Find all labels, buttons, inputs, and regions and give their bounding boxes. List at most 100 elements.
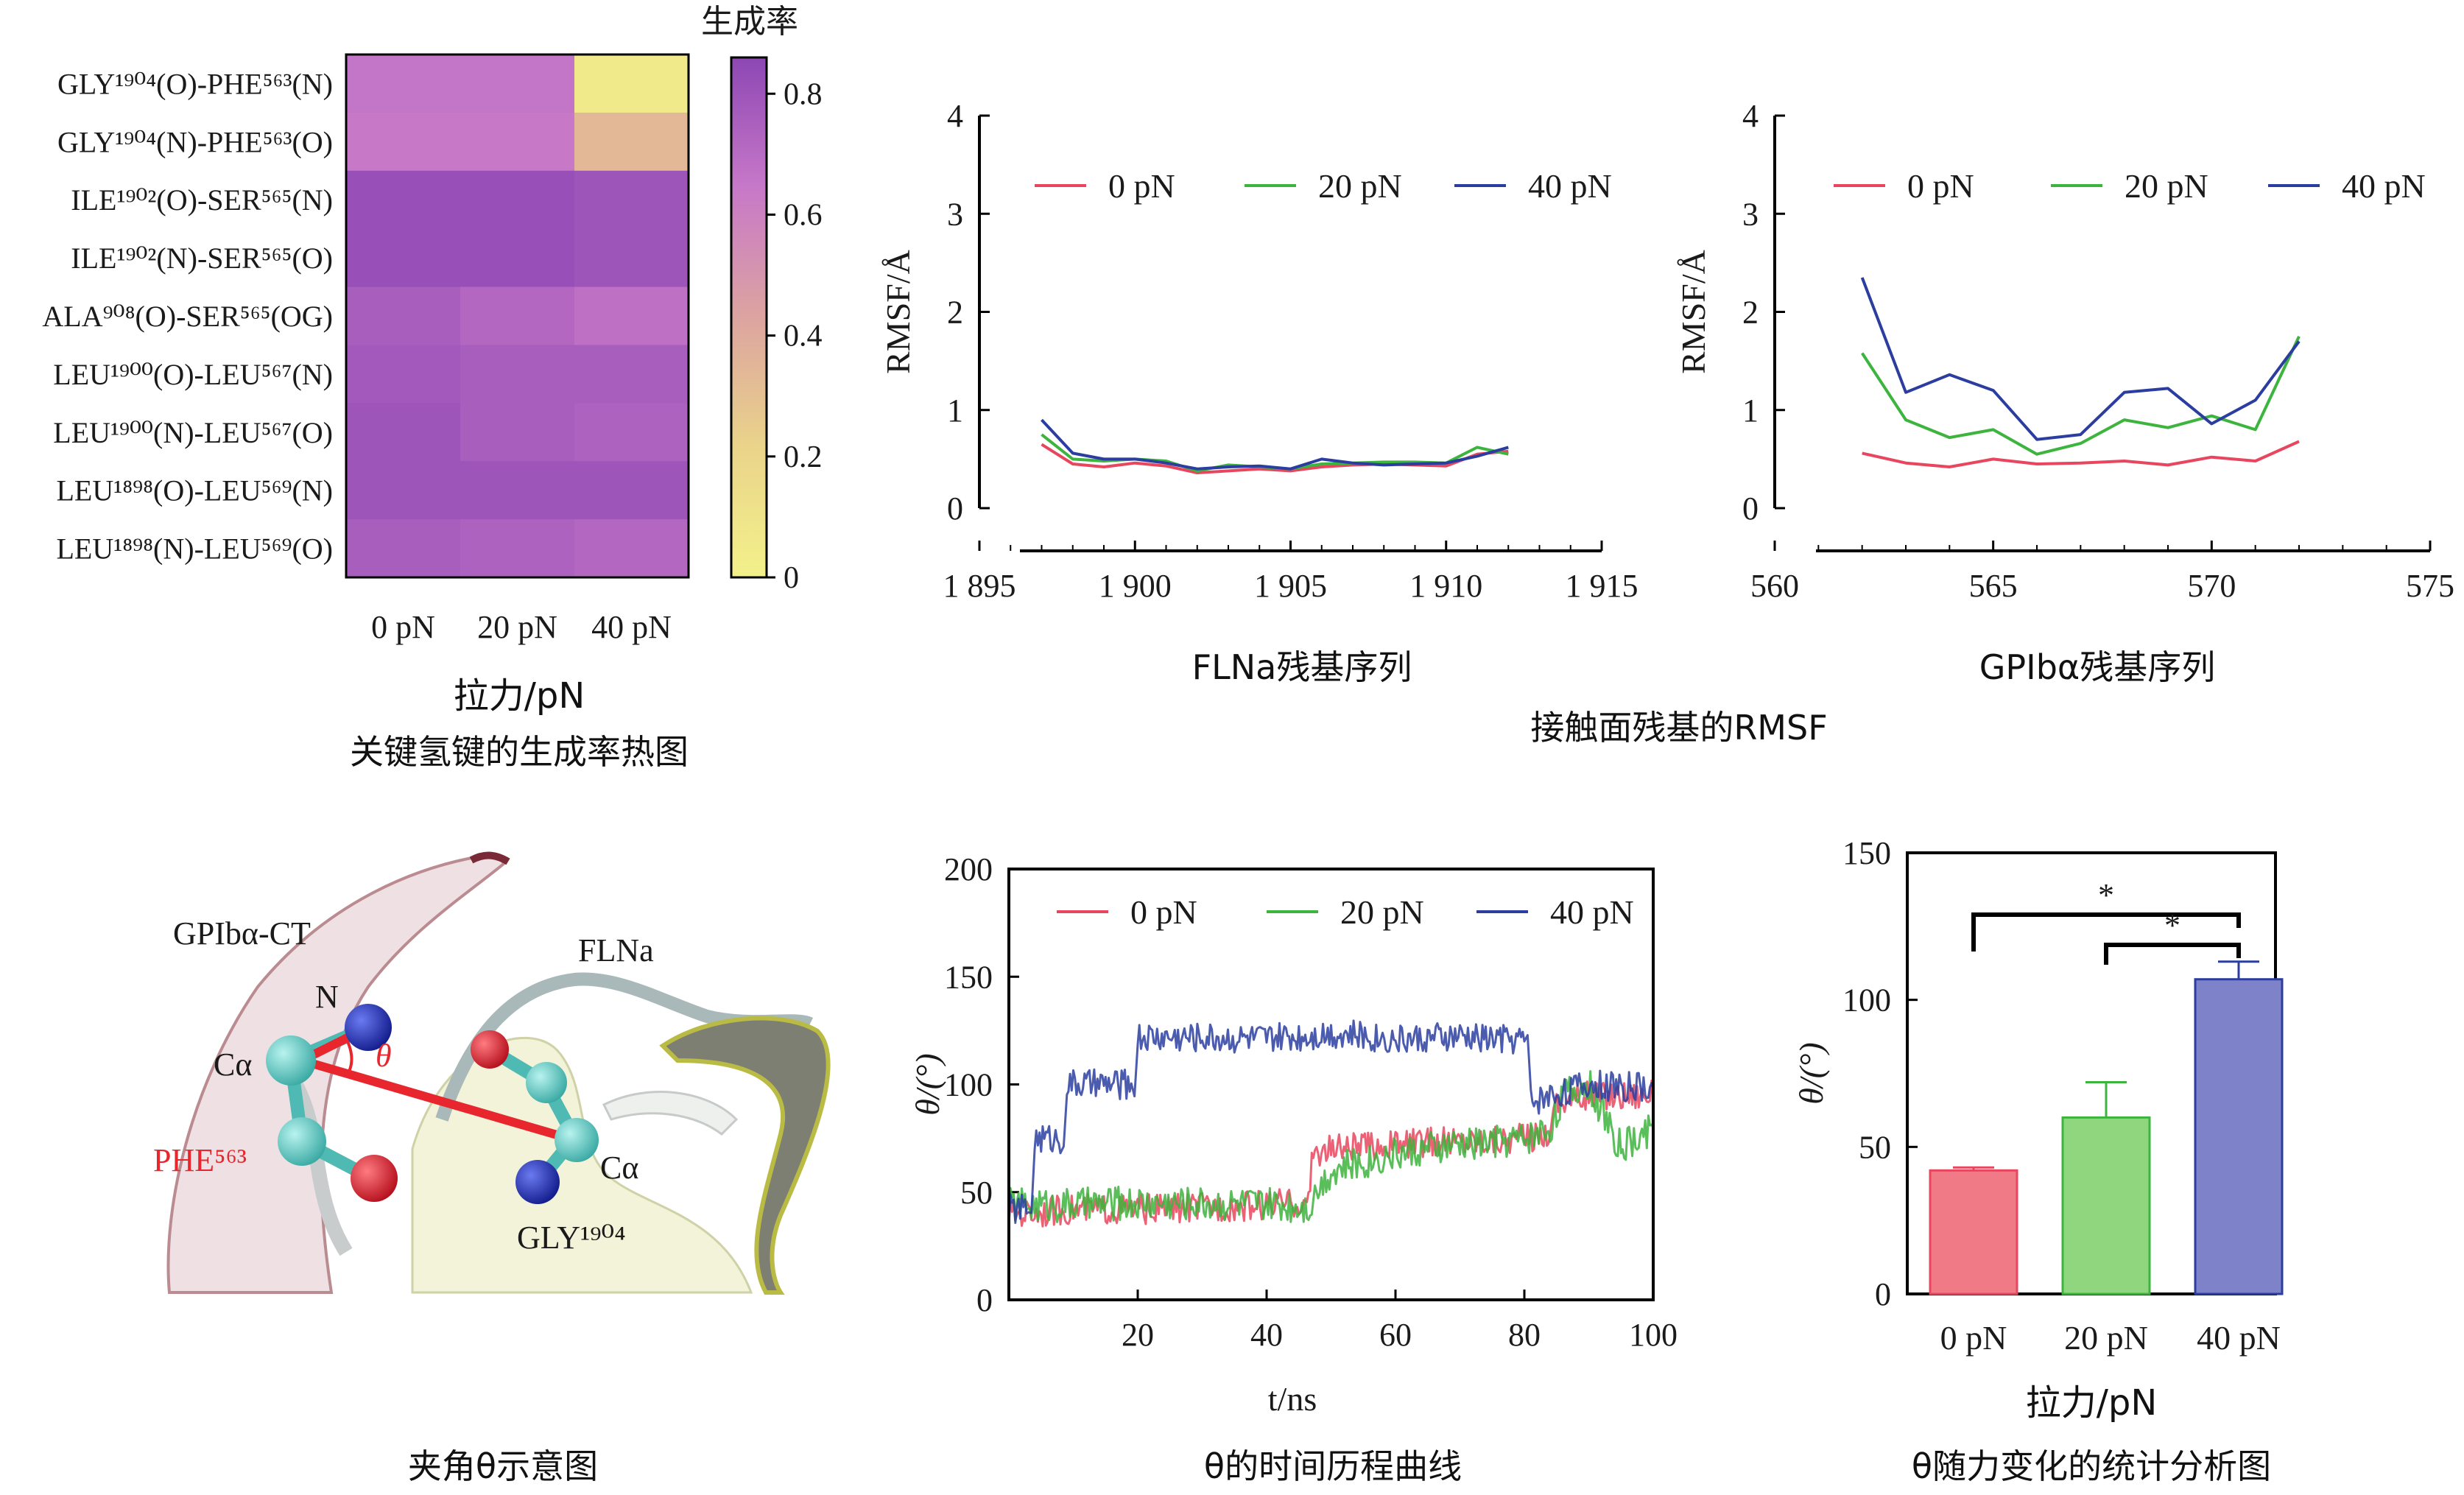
heatmap-cell	[574, 112, 689, 172]
legend-label: 0 pN	[1907, 167, 1974, 205]
heatmap-cell	[460, 286, 575, 345]
series-line	[1041, 443, 1509, 474]
rmsf-gpiba-chart: 0 1 2 3 4 RMSF/Å 560 565 570 575 0 pN 20 pN 40 pN	[1675, 98, 2454, 604]
y-tick-label: 0	[1875, 1276, 1891, 1312]
label-flna: FLNa	[578, 932, 654, 968]
heatmap-cell	[460, 112, 575, 172]
heatmap-row-label: ALA⁹⁰⁸(O)-SER⁵⁶⁵(OG)	[42, 300, 333, 333]
colorbar-tick-label: 0.2	[784, 440, 823, 474]
y-tick-label: 4	[947, 98, 963, 134]
theta-angle-diagram: GPIbα-CT FLNa N Cα θ PHE⁵⁶³ Cα GLY¹⁹⁰⁴	[153, 851, 831, 1295]
flna-ribbon-light	[602, 1091, 739, 1136]
heatmap-row-label: ILE¹⁹⁰²(N)-SER⁵⁶⁵(O)	[71, 242, 333, 275]
carbon-alpha-atom-left	[266, 1035, 316, 1086]
rmsf-group-caption: 接触面残基的RMSF	[1530, 708, 1828, 748]
label-gly: GLY¹⁹⁰⁴	[517, 1220, 626, 1256]
y-tick-label: 200	[944, 851, 993, 887]
theta-bar-chart: 0 50 100 150 θ/(°) 0 pN 20 pN 40 pN * *	[1792, 835, 2284, 1357]
legend-label: 20 pN	[1340, 893, 1424, 931]
heatmap-cell	[346, 519, 461, 578]
heatmap-cell	[574, 228, 689, 288]
series-line	[1860, 277, 2301, 441]
heatmap-cell	[460, 519, 575, 578]
y-tick-label: 1	[947, 393, 963, 429]
heatmap-caption: 关键氢键的生成率热图	[350, 732, 689, 772]
bar	[2194, 978, 2284, 1295]
x-axis-label: t/ns	[1268, 1380, 1317, 1418]
y-tick-label: 50	[960, 1175, 993, 1211]
y-tick-label: 2	[947, 295, 963, 331]
x-tick-label: 100	[1629, 1317, 1678, 1353]
heatmap-cell	[346, 345, 461, 404]
y-axis-label: θ/(°)	[1792, 1042, 1830, 1104]
colorbar-tick-label: 0.6	[784, 198, 823, 232]
legend-label: 20 pN	[1318, 167, 1402, 205]
backbone-tube	[288, 1079, 353, 1256]
x-tick-label: 40	[1250, 1317, 1283, 1353]
x-tick-label: 1 895	[943, 568, 1016, 604]
legend-label: 40 pN	[2342, 167, 2426, 205]
y-tick-label: 4	[1742, 98, 1759, 134]
heatmap-cell	[460, 170, 575, 230]
nitrogen-atom-right	[515, 1160, 560, 1204]
heatmap-cell	[574, 519, 689, 578]
x-tick-label: 80	[1508, 1317, 1541, 1353]
nitrogen-atom-left	[345, 1004, 392, 1051]
heatmap-row-label: LEU¹⁹⁰⁰(N)-LEU⁵⁶⁷(O)	[53, 416, 333, 449]
colorbar-tick-label: 0.8	[784, 77, 823, 111]
label-theta: θ	[376, 1038, 392, 1074]
heatmap-cell	[460, 54, 575, 113]
x-tick-label: 560	[1750, 568, 1799, 604]
hbond-heatmap: GLY¹⁹⁰⁴(O)-PHE⁵⁶³(N) GLY¹⁹⁰⁴(N)-PHE⁵⁶³(O)…	[42, 53, 690, 645]
x-tick-label: 0 pN	[1940, 1319, 2007, 1357]
heatmap-cell	[346, 170, 461, 230]
y-axis-label: RMSF/Å	[879, 250, 917, 374]
heatmap-cell	[574, 170, 689, 230]
heatmap-colorbar: 0 0.2 0.4 0.6 0.8	[730, 56, 823, 595]
x-tick-label: 1 910	[1409, 568, 1482, 604]
colorbar-tick-label: 0.4	[784, 320, 823, 353]
heatmap-col-label: 0 pN	[371, 609, 435, 645]
legend-label: 20 pN	[2125, 167, 2208, 205]
heatmap-cell	[346, 54, 461, 113]
y-tick-label: 150	[1842, 835, 1891, 871]
bar-caption: θ随力变化的统计分析图	[1911, 1446, 2272, 1486]
heatmap-row-label: LEU¹⁹⁰⁰(O)-LEU⁵⁶⁷(N)	[53, 358, 333, 391]
rmsf-gpiba-xlabel: GPIbα残基序列	[1979, 647, 2216, 687]
y-tick-label: 0	[976, 1282, 993, 1318]
series-line	[1862, 440, 2300, 468]
carbon-atom-left	[278, 1117, 326, 1166]
heatmap-cell	[460, 228, 575, 288]
colorbar-gradient	[730, 56, 768, 579]
diagram-caption: 夹角θ示意图	[407, 1446, 599, 1486]
heatmap-row-label: LEU¹⁸⁹⁸(O)-LEU⁵⁶⁹(N)	[56, 474, 333, 507]
y-tick-label: 0	[947, 490, 963, 527]
heatmap-cell	[574, 461, 689, 520]
oxygen-atom-right	[471, 1030, 509, 1069]
label-ca-right: Cα	[600, 1150, 638, 1186]
x-tick-label: 60	[1379, 1317, 1412, 1353]
theta-arc	[345, 1038, 353, 1078]
label-n: N	[315, 979, 339, 1015]
x-tick-label: 565	[1969, 568, 2018, 604]
legend-label: 0 pN	[1108, 167, 1175, 205]
significance-bracket	[2104, 943, 2241, 965]
legend-label: 40 pN	[1550, 893, 1634, 931]
heatmap-row-label: LEU¹⁸⁹⁸(N)-LEU⁵⁶⁹(O)	[56, 532, 333, 566]
x-tick-label: 40 pN	[2197, 1319, 2281, 1357]
y-tick-label: 3	[1742, 196, 1759, 232]
rmsf-flna-chart: 0 1 2 3 4 RMSF/Å 1 895 1 900 1 905 1 910 1 915 0 pN…	[879, 98, 1638, 604]
heatmap-cell	[346, 461, 461, 520]
plot-frame	[1007, 868, 1655, 1301]
significance-bracket	[1971, 912, 2241, 951]
flna-ribbon-dark	[659, 1016, 831, 1295]
x-tick-label: 20	[1122, 1317, 1154, 1353]
heatmap-cell	[460, 461, 575, 520]
y-tick-label: 100	[1842, 982, 1891, 1019]
heatmap-cell	[346, 112, 461, 172]
series-line	[1861, 335, 2301, 456]
theta-caption: θ的时间历程曲线	[1203, 1446, 1462, 1486]
x-tick-label: 20 pN	[2064, 1319, 2148, 1357]
series-line	[1041, 418, 1509, 471]
